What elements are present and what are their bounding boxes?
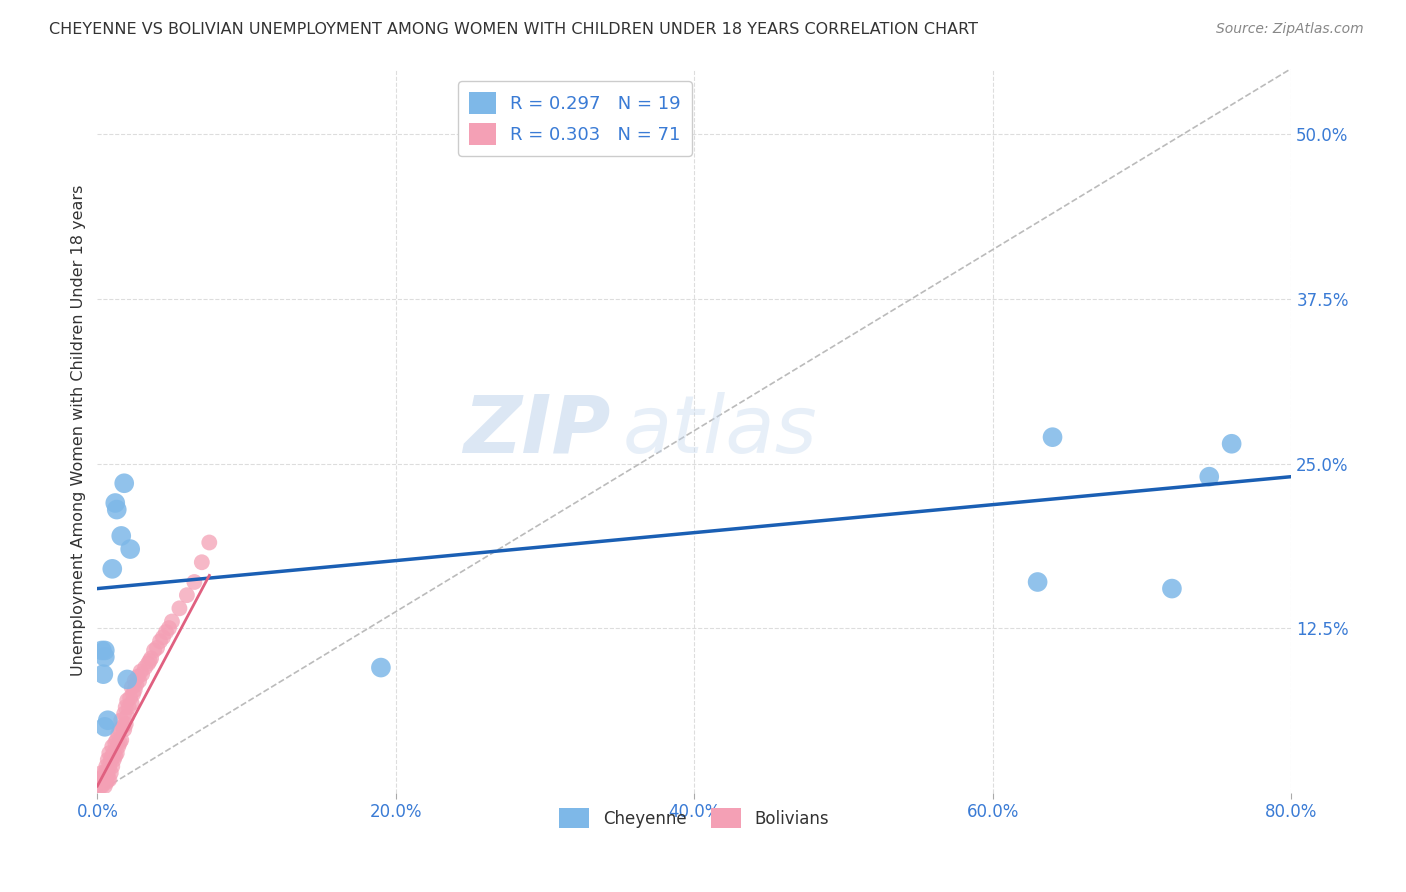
Point xyxy=(100,753,122,767)
Point xyxy=(94,650,117,665)
Point xyxy=(91,770,114,784)
Point xyxy=(96,759,118,773)
Point xyxy=(131,667,153,681)
Point xyxy=(125,678,148,692)
Point xyxy=(94,779,117,793)
Point xyxy=(101,748,124,763)
Point xyxy=(1042,430,1064,444)
Point xyxy=(114,717,136,731)
Point xyxy=(94,643,117,657)
Legend: Cheyenne, Bolivians: Cheyenne, Bolivians xyxy=(553,801,837,835)
Point xyxy=(97,753,120,767)
Point xyxy=(1161,582,1184,596)
Point xyxy=(97,765,120,780)
Point xyxy=(90,643,112,657)
Point xyxy=(118,700,141,714)
Point xyxy=(115,693,138,707)
Point xyxy=(94,772,117,787)
Point xyxy=(124,673,146,688)
Point xyxy=(121,696,143,710)
Text: atlas: atlas xyxy=(623,392,817,469)
Point xyxy=(107,739,129,754)
Point xyxy=(124,682,146,697)
Point xyxy=(155,625,177,640)
Point xyxy=(110,733,132,747)
Point xyxy=(110,529,132,543)
Point xyxy=(98,772,121,787)
Point xyxy=(103,746,125,760)
Point xyxy=(160,615,183,629)
Point xyxy=(1220,436,1243,450)
Point xyxy=(97,713,120,727)
Point xyxy=(112,723,135,737)
Point xyxy=(101,759,124,773)
Point xyxy=(115,673,138,687)
Point xyxy=(115,709,138,723)
Point xyxy=(157,621,180,635)
Point xyxy=(198,535,221,549)
Point xyxy=(91,667,114,681)
Point xyxy=(111,720,134,734)
Point xyxy=(101,562,124,576)
Point xyxy=(97,772,120,787)
Point xyxy=(121,681,143,695)
Point xyxy=(138,654,160,668)
Point xyxy=(136,657,159,671)
Point xyxy=(146,640,169,655)
Y-axis label: Unemployment Among Women with Children Under 18 years: Unemployment Among Women with Children U… xyxy=(72,185,86,676)
Point xyxy=(176,588,198,602)
Point xyxy=(104,736,127,750)
Point xyxy=(101,739,124,754)
Point xyxy=(112,706,135,721)
Point xyxy=(143,643,166,657)
Point xyxy=(105,502,128,516)
Point xyxy=(134,660,156,674)
Point xyxy=(96,775,118,789)
Point xyxy=(89,779,111,793)
Point xyxy=(96,770,118,784)
Point xyxy=(108,723,131,737)
Point xyxy=(104,496,127,510)
Text: CHEYENNE VS BOLIVIAN UNEMPLOYMENT AMONG WOMEN WITH CHILDREN UNDER 18 YEARS CORRE: CHEYENNE VS BOLIVIAN UNEMPLOYMENT AMONG … xyxy=(49,22,979,37)
Point xyxy=(89,772,111,787)
Point xyxy=(90,772,112,787)
Point xyxy=(94,720,117,734)
Point xyxy=(110,713,132,727)
Point xyxy=(152,630,174,644)
Point xyxy=(100,765,122,780)
Point xyxy=(98,759,121,773)
Point xyxy=(112,476,135,491)
Point xyxy=(120,690,142,705)
Point xyxy=(107,726,129,740)
Point xyxy=(139,651,162,665)
Point xyxy=(94,765,117,780)
Point xyxy=(105,746,128,760)
Point xyxy=(169,601,191,615)
Point xyxy=(103,753,125,767)
Text: Source: ZipAtlas.com: Source: ZipAtlas.com xyxy=(1216,22,1364,37)
Point xyxy=(90,765,112,780)
Point xyxy=(98,746,121,760)
Point xyxy=(370,660,392,674)
Point xyxy=(183,574,205,589)
Point xyxy=(127,670,149,684)
Point xyxy=(149,634,172,648)
Point xyxy=(90,779,112,793)
Point xyxy=(128,673,150,688)
Point xyxy=(120,542,142,557)
Point xyxy=(129,665,152,679)
Text: ZIP: ZIP xyxy=(464,392,610,469)
Point xyxy=(104,748,127,763)
Point xyxy=(108,736,131,750)
Point xyxy=(114,700,136,714)
Point xyxy=(105,733,128,747)
Point xyxy=(1198,469,1220,483)
Point xyxy=(191,555,214,569)
Point xyxy=(91,775,114,789)
Point xyxy=(122,687,145,701)
Point xyxy=(1026,574,1049,589)
